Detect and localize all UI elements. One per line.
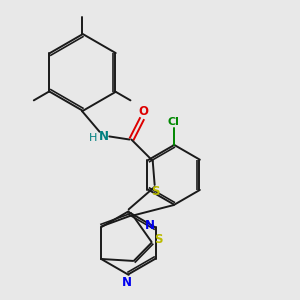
Text: H: H — [88, 133, 97, 142]
Text: Cl: Cl — [168, 117, 180, 127]
Text: O: O — [138, 105, 148, 118]
Text: N: N — [99, 130, 109, 143]
Text: N: N — [145, 219, 154, 232]
Text: S: S — [151, 185, 160, 198]
Text: S: S — [154, 233, 163, 247]
Text: N: N — [122, 276, 132, 289]
